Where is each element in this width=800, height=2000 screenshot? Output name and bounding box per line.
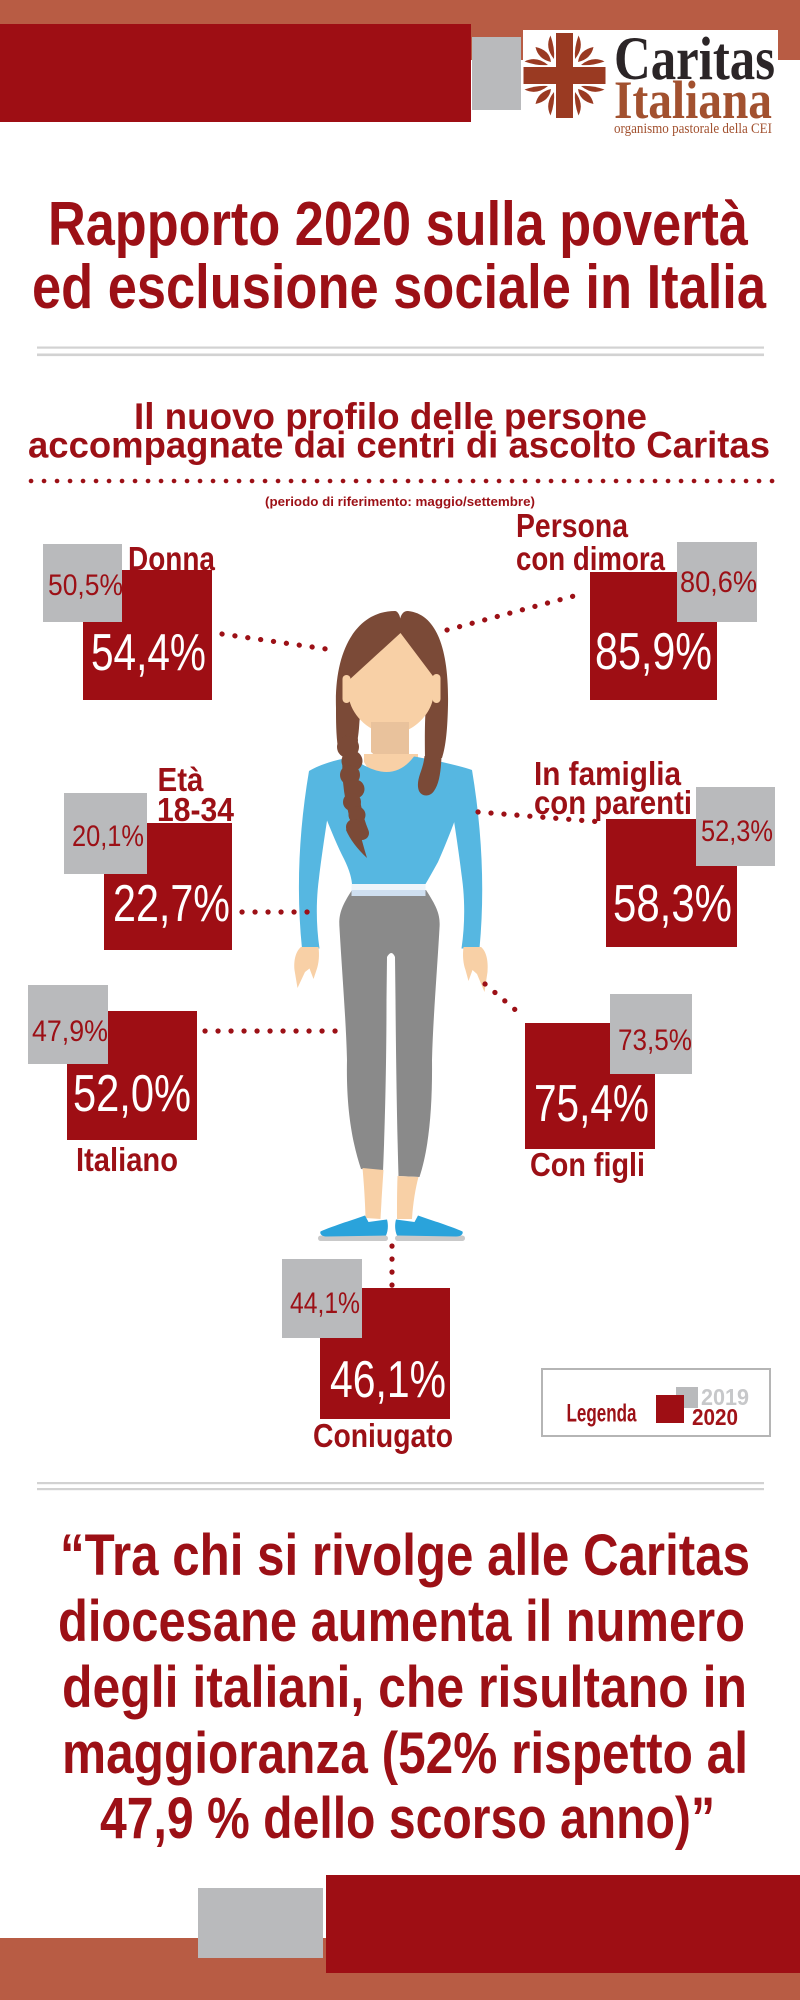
svg-text:accompagnate dai centri di asc: accompagnate dai centri di ascolto Carit… [28,425,770,466]
svg-text:con dimora: con dimora [516,540,666,577]
svg-text:Italiano: Italiano [76,1141,178,1178]
svg-text:Italiana: Italiana [614,70,772,130]
svg-text:58,3%: 58,3% [613,874,732,932]
svg-text:75,4%: 75,4% [534,1074,649,1132]
svg-text:diocesane aumenta il numero: diocesane aumenta il numero [58,1589,745,1654]
svg-text:46,1%: 46,1% [330,1350,446,1408]
svg-text:22,7%: 22,7% [113,874,230,932]
svg-text:44,1%: 44,1% [290,1287,360,1320]
svg-text:Età: Età [158,761,205,798]
svg-text:47,9%: 47,9% [32,1015,108,1048]
svg-text:50,5%: 50,5% [48,569,123,602]
svg-text:20,1%: 20,1% [72,820,144,853]
svg-text:47,9 % dello scorso anno)”: 47,9 % dello scorso anno)” [100,1786,715,1851]
svg-text:ed esclusione sociale in Itali: ed esclusione sociale in Italia [32,253,766,322]
svg-text:2019: 2019 [701,1384,749,1410]
svg-text:Il nuovo profilo delle persone: Il nuovo profilo delle persone [134,396,647,437]
svg-text:52,3%: 52,3% [701,815,773,848]
svg-text:73,5%: 73,5% [618,1024,692,1057]
svg-text:Donna: Donna [128,540,216,577]
svg-text:con parenti: con parenti [534,784,692,821]
svg-text:18-34: 18-34 [157,791,235,828]
svg-text:54,4%: 54,4% [91,623,206,681]
svg-text:“Tra chi si rivolge alle Carit: “Tra chi si rivolge alle Caritas [60,1523,750,1588]
svg-text:degli italiani, che risultano: degli italiani, che risultano in [62,1655,747,1720]
svg-text:maggioranza (52% rispetto al: maggioranza (52% rispetto al [62,1721,748,1786]
svg-text:In famiglia: In famiglia [534,755,682,792]
svg-text:52,0%: 52,0% [73,1064,191,1122]
svg-text:Persona: Persona [516,507,629,544]
svg-text:organismo pastorale della CEI: organismo pastorale della CEI [614,121,772,137]
svg-text:Con figli: Con figli [530,1146,645,1183]
svg-text:Coniugato: Coniugato [313,1417,453,1454]
svg-text:2020: 2020 [692,1404,738,1430]
svg-text:Caritas: Caritas [614,26,775,93]
svg-text:(periodo di riferimento: maggi: (periodo di riferimento: maggio/settembr… [265,495,535,509]
svg-text:85,9%: 85,9% [595,622,712,680]
svg-text:Rapporto 2020 sulla povertà: Rapporto 2020 sulla povertà [48,190,748,259]
svg-text:Legenda: Legenda [567,1400,638,1428]
svg-text:80,6%: 80,6% [680,566,757,599]
